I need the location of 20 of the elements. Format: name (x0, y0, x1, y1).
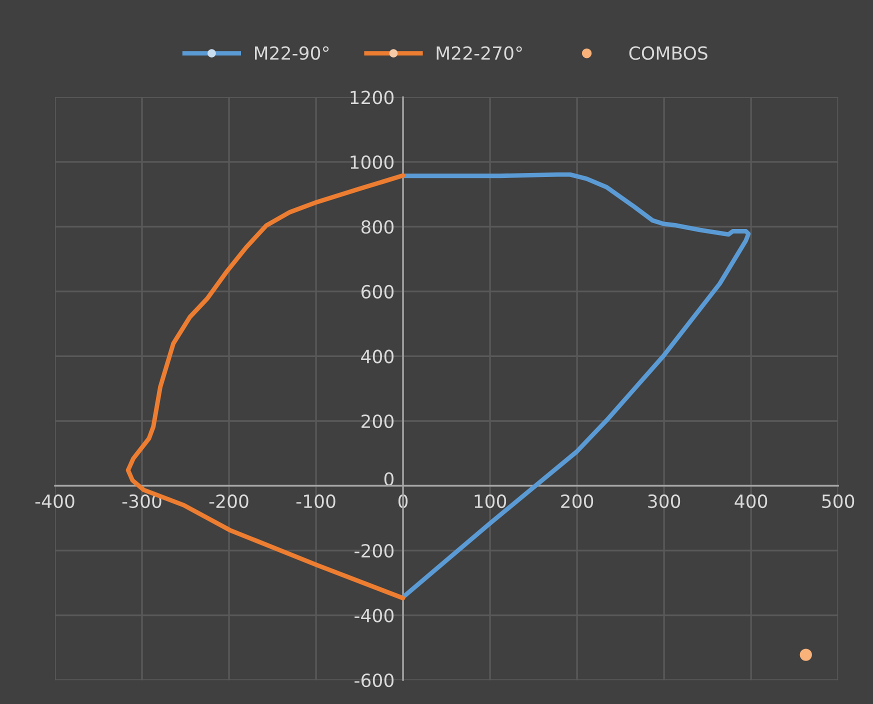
y-tick-label: 400 (361, 350, 394, 364)
y-tick-label: 1000 (350, 155, 394, 170)
x-tick-label: 300 (648, 494, 680, 508)
y-tick-label: 1200 (350, 90, 394, 104)
x-tick-label: 500 (822, 494, 854, 508)
legend-label: M22-270° (436, 46, 522, 60)
y-tick-label: -600 (354, 674, 394, 688)
y-tick-label: 800 (361, 220, 394, 234)
x-tick-label: 100 (474, 494, 506, 508)
x-tick-label: -400 (35, 494, 74, 508)
x-tick-label: -100 (296, 494, 336, 508)
y-tick-label: -200 (354, 544, 394, 558)
x-tick-label: 400 (734, 494, 768, 508)
legend-label: COMBOS (629, 46, 708, 60)
y-tick-label: 200 (362, 414, 394, 428)
y-tick-label: -400 (354, 608, 394, 622)
y-tick-label: 600 (362, 284, 394, 299)
x-tick-label: -200 (209, 494, 248, 508)
legend-label: M22-90° (255, 46, 329, 60)
x-tick-label: 200 (561, 494, 594, 508)
